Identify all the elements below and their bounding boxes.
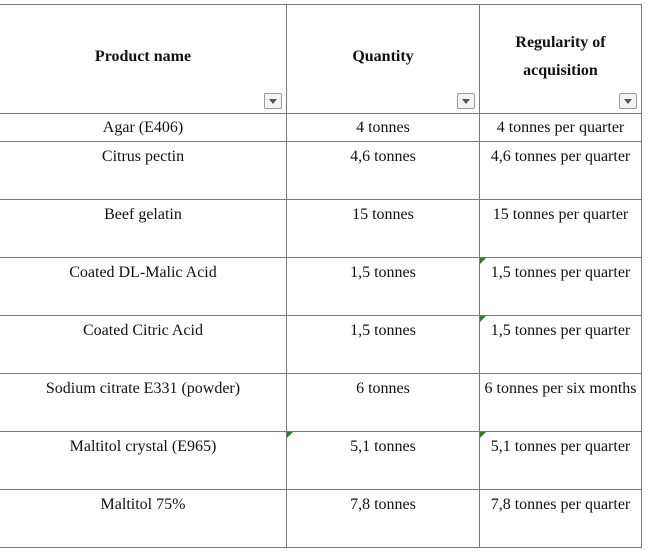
cell-regularity[interactable]: 6 tonnes per six months bbox=[479, 373, 642, 432]
products-table: Product name Quantity Regularity of acqui… bbox=[0, 4, 642, 548]
table-row: Maltitol 75% 7,8 tonnes 7,8 tonnes per q… bbox=[0, 489, 642, 548]
cell-product[interactable]: Sodium citrate E331 (powder) bbox=[0, 373, 287, 432]
comment-marker-icon bbox=[480, 258, 486, 264]
table-row: Sodium citrate E331 (powder) 6 tonnes 6 … bbox=[0, 373, 642, 432]
header-regularity-label: Regularity of acquisition bbox=[515, 29, 605, 89]
header-regularity-line2: acquisition bbox=[523, 62, 598, 79]
comment-marker-icon bbox=[287, 432, 293, 438]
cell-quantity[interactable]: 7,8 tonnes bbox=[286, 489, 480, 548]
cell-regularity[interactable]: 5,1 tonnes per quarter bbox=[479, 431, 642, 490]
table-row: Coated DL-Malic Acid 1,5 tonnes 1,5 tonn… bbox=[0, 257, 642, 316]
cell-regularity[interactable]: 4 tonnes per quarter bbox=[479, 113, 642, 142]
header-row: Product name Quantity Regularity of acqui… bbox=[0, 4, 642, 114]
filter-dropdown-icon[interactable] bbox=[457, 93, 475, 109]
cell-regularity[interactable]: 4,6 tonnes per quarter bbox=[479, 141, 642, 200]
header-quantity[interactable]: Quantity bbox=[286, 4, 480, 114]
cell-quantity[interactable]: 4,6 tonnes bbox=[286, 141, 480, 200]
filter-dropdown-icon[interactable] bbox=[264, 93, 282, 109]
cell-quantity[interactable]: 1,5 tonnes bbox=[286, 315, 480, 374]
header-regularity[interactable]: Regularity of acquisition bbox=[479, 4, 642, 114]
cell-regularity[interactable]: 7,8 tonnes per quarter bbox=[479, 489, 642, 548]
cell-product[interactable]: Agar (E406) bbox=[0, 113, 287, 142]
cell-regularity[interactable]: 1,5 tonnes per quarter bbox=[479, 315, 642, 374]
cell-product[interactable]: Beef gelatin bbox=[0, 199, 287, 258]
cell-quantity[interactable]: 4 tonnes bbox=[286, 113, 480, 142]
cell-quantity[interactable]: 15 tonnes bbox=[286, 199, 480, 258]
cell-product[interactable]: Citrus pectin bbox=[0, 141, 287, 200]
cell-product[interactable]: Maltitol 75% bbox=[0, 489, 287, 548]
header-quantity-label: Quantity bbox=[352, 48, 414, 65]
cell-regularity[interactable]: 15 tonnes per quarter bbox=[479, 199, 642, 258]
cell-regularity[interactable]: 1,5 tonnes per quarter bbox=[479, 257, 642, 316]
cell-quantity[interactable]: 1,5 tonnes bbox=[286, 257, 480, 316]
cell-product[interactable]: Coated Citric Acid bbox=[0, 315, 287, 374]
cell-product[interactable]: Maltitol crystal (E965) bbox=[0, 431, 287, 490]
table-row: Beef gelatin 15 tonnes 15 tonnes per qua… bbox=[0, 199, 642, 258]
comment-marker-icon bbox=[480, 316, 486, 322]
table-row: Agar (E406) 4 tonnes 4 tonnes per quarte… bbox=[0, 113, 642, 142]
cell-quantity[interactable]: 6 tonnes bbox=[286, 373, 480, 432]
table-row: Citrus pectin 4,6 tonnes 4,6 tonnes per … bbox=[0, 141, 642, 200]
header-product-label: Product name bbox=[94, 48, 192, 65]
header-regularity-line1: Regularity of bbox=[515, 34, 606, 51]
table-row: Coated Citric Acid 1,5 tonnes 1,5 tonnes… bbox=[0, 315, 642, 374]
filter-dropdown-icon[interactable] bbox=[619, 93, 637, 109]
cell-product[interactable]: Coated DL-Malic Acid bbox=[0, 257, 287, 316]
header-product[interactable]: Product name bbox=[0, 4, 287, 114]
comment-marker-icon bbox=[480, 432, 486, 438]
table-row: Maltitol crystal (E965) 5,1 tonnes 5,1 t… bbox=[0, 431, 642, 490]
cell-quantity[interactable]: 5,1 tonnes bbox=[286, 431, 480, 490]
